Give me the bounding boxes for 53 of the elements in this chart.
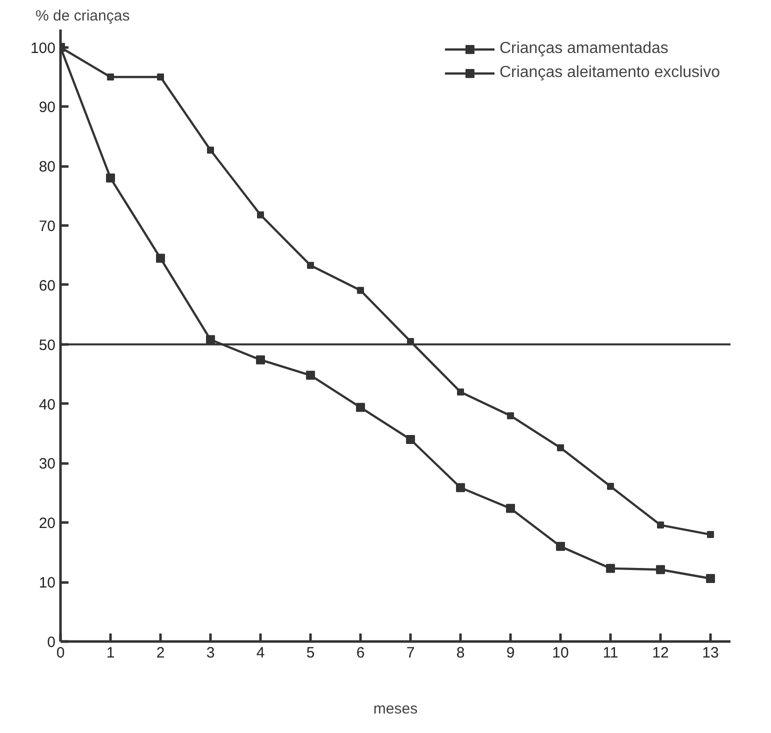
x-tick-label: 9 xyxy=(506,644,515,662)
x-tick-label: 12 xyxy=(652,644,669,662)
point xyxy=(606,564,615,573)
point xyxy=(106,174,115,183)
point xyxy=(107,74,114,81)
point xyxy=(457,388,464,396)
y-tick-label: 40 xyxy=(38,396,56,414)
point xyxy=(507,412,514,420)
y-tick-label: 0 xyxy=(47,634,56,651)
point xyxy=(456,483,465,492)
y-tick-label: 50 xyxy=(38,336,56,354)
point xyxy=(157,74,164,81)
point xyxy=(356,402,365,412)
point xyxy=(556,542,565,551)
point xyxy=(156,254,165,263)
point xyxy=(306,370,315,380)
point xyxy=(506,504,515,513)
legend-label: Crianças amamentadas xyxy=(499,40,668,58)
point xyxy=(257,211,264,218)
legend-label: Crianças aleitamento exclusivo xyxy=(499,64,720,82)
x-tick-label: 3 xyxy=(206,644,215,662)
y-tick-label: 70 xyxy=(38,218,56,236)
x-tick-label: 2 xyxy=(156,644,165,662)
y-tick-label: 80 xyxy=(38,158,56,176)
x-tick-label: 11 xyxy=(602,644,618,662)
point xyxy=(656,565,665,574)
point xyxy=(607,482,614,490)
y-tick-label: 10 xyxy=(38,574,56,592)
point xyxy=(206,335,215,344)
point xyxy=(706,574,715,584)
x-tick-label: 8 xyxy=(456,644,465,662)
point xyxy=(406,434,415,444)
x-axis-title: meses xyxy=(373,700,418,718)
x-tick-label: 1 xyxy=(106,644,115,662)
x-tick-label: 5 xyxy=(306,644,315,662)
x-tick-label: 7 xyxy=(406,644,415,662)
point xyxy=(207,146,214,154)
point xyxy=(307,262,314,269)
point xyxy=(707,531,714,538)
x-tick-label: 6 xyxy=(356,644,365,662)
x-tick-label: 4 xyxy=(256,644,265,662)
point xyxy=(357,286,364,294)
x-tick-label: 10 xyxy=(552,644,569,662)
y-tick-label: 60 xyxy=(38,277,56,294)
y-tick-label: 100 xyxy=(30,40,56,57)
point xyxy=(557,444,564,452)
y-tick-label: 20 xyxy=(38,515,56,532)
point xyxy=(657,522,664,529)
y-tick-label: 90 xyxy=(38,99,56,116)
point xyxy=(256,355,265,364)
y-axis-title: % de crianças xyxy=(36,8,130,24)
y-tick-label: 30 xyxy=(38,456,56,473)
x-tick-label: 13 xyxy=(702,644,719,662)
